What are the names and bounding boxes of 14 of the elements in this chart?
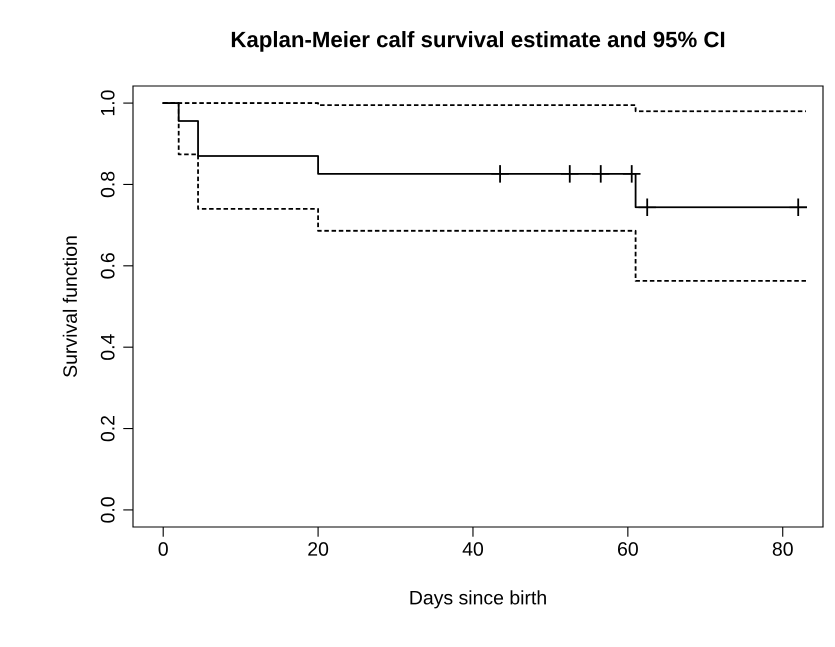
x-tick-label: 0	[158, 542, 168, 556]
x-tick-label: 60	[618, 542, 638, 556]
y-tick-label: 0.0	[100, 497, 115, 523]
x-tick-label: 20	[308, 542, 328, 556]
x-axis-title: Days since birth	[410, 590, 546, 608]
y-axis-title: Survival function	[62, 236, 78, 377]
x-tick-label: 80	[772, 542, 793, 556]
y-tick-label: 1.0	[100, 90, 115, 116]
chart-title: Kaplan-Meier calf survival estimate and 95% CI	[232, 31, 724, 52]
y-tick-label: 0.8	[100, 172, 115, 198]
y-tick-label: 0.4	[100, 334, 115, 360]
x-tick-label: 40	[462, 542, 484, 556]
y-tick-label: 0.6	[100, 253, 115, 279]
y-tick-label: 0.2	[100, 416, 115, 442]
